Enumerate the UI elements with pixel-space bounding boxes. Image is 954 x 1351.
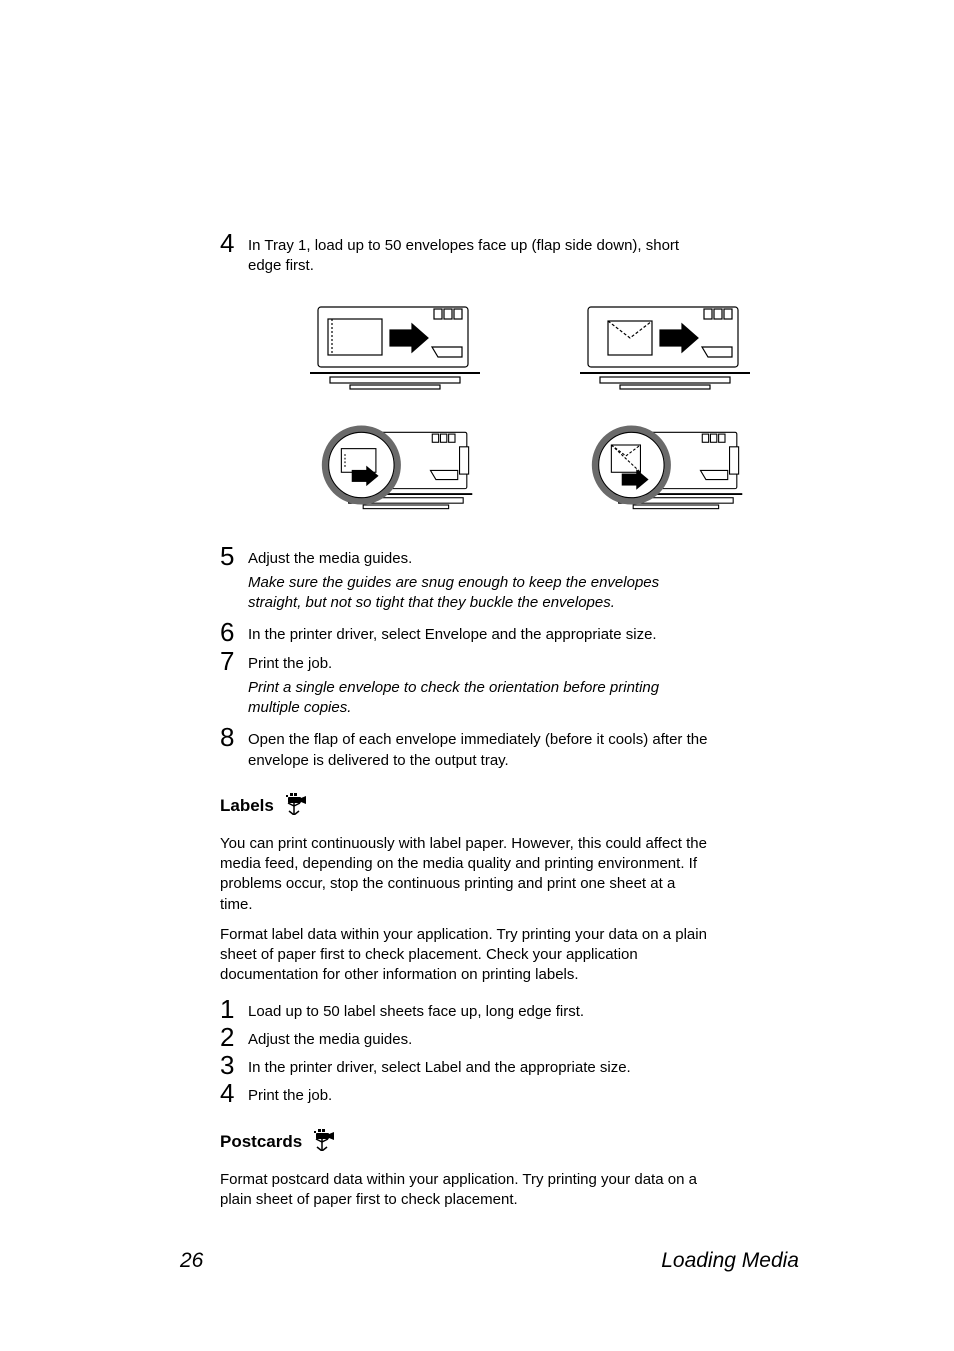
page-footer: 26 Loading Media — [180, 1249, 799, 1273]
labels-heading-text: Labels — [220, 796, 274, 816]
step-number: 1 — [220, 996, 248, 1022]
postcards-heading-text: Postcards — [220, 1132, 302, 1152]
step-5-note: Make sure the guides are snug enough to … — [248, 573, 710, 614]
labels-step-2: 2 Adjust the media guides. — [220, 1024, 710, 1050]
step-number: 4 — [220, 1080, 248, 1106]
step-text: In the printer driver, select Envelope a… — [248, 619, 710, 645]
diagram-magnified-flap — [580, 425, 750, 525]
step-8: 8 Open the flap of each envelope immedia… — [220, 724, 710, 771]
labels-p2: Format label data within your applicatio… — [220, 925, 710, 986]
step-number: 5 — [220, 543, 248, 569]
step-text: Adjust the media guides. — [248, 543, 710, 569]
postcards-p1: Format postcard data within your applica… — [220, 1170, 710, 1211]
envelope-diagrams — [310, 295, 770, 525]
postcards-heading: Postcards — [220, 1129, 710, 1156]
section-title: Loading Media — [661, 1249, 799, 1273]
step-7-note: Print a single envelope to check the ori… — [248, 678, 710, 719]
camera-icon — [284, 793, 308, 820]
step-number: 2 — [220, 1024, 248, 1050]
diagram-tray-flap-env — [580, 295, 750, 395]
step-text: Open the flap of each envelope immediate… — [248, 724, 710, 771]
step-text: Load up to 50 label sheets face up, long… — [248, 996, 710, 1022]
labels-step-3: 3 In the printer driver, select Label an… — [220, 1052, 710, 1078]
labels-step-1: 1 Load up to 50 label sheets face up, lo… — [220, 996, 710, 1022]
step-number: 7 — [220, 648, 248, 674]
camera-icon — [312, 1129, 336, 1156]
labels-heading: Labels — [220, 793, 710, 820]
step-text: Print the job. — [248, 648, 710, 674]
step-6: 6 In the printer driver, select Envelope… — [220, 619, 710, 645]
step-5: 5 Adjust the media guides. — [220, 543, 710, 569]
diagram-magnified-plain — [310, 425, 480, 525]
diagram-tray-plain-env — [310, 295, 480, 395]
page-number: 26 — [180, 1249, 203, 1273]
labels-step-4: 4 Print the job. — [220, 1080, 710, 1106]
content-area: 4 In Tray 1, load up to 50 envelopes fac… — [220, 230, 710, 1210]
step-text: Adjust the media guides. — [248, 1024, 710, 1050]
step-number: 3 — [220, 1052, 248, 1078]
step-7: 7 Print the job. — [220, 648, 710, 674]
page: 4 In Tray 1, load up to 50 envelopes fac… — [0, 0, 954, 1351]
step-text: In Tray 1, load up to 50 envelopes face … — [248, 230, 710, 277]
step-number: 4 — [220, 230, 248, 256]
step-4: 4 In Tray 1, load up to 50 envelopes fac… — [220, 230, 710, 277]
step-text: In the printer driver, select Label and … — [248, 1052, 710, 1078]
step-text: Print the job. — [248, 1080, 710, 1106]
labels-p1: You can print continuously with label pa… — [220, 834, 710, 915]
step-number: 8 — [220, 724, 248, 750]
step-number: 6 — [220, 619, 248, 645]
